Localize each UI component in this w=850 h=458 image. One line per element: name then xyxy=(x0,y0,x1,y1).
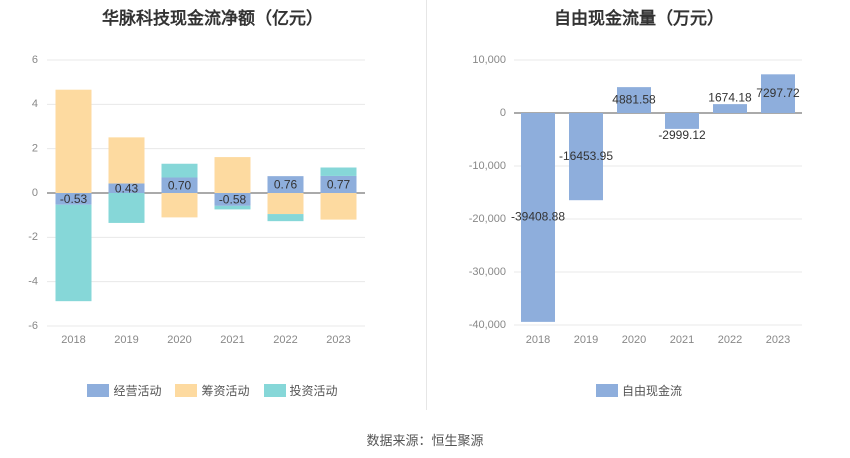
x-tick-label: 2020 xyxy=(167,334,191,346)
y-tick-label: -40,000 xyxy=(469,319,506,331)
bar-segment xyxy=(267,176,304,193)
data-label: 1674.18 xyxy=(708,90,752,104)
y-tick-label: -4 xyxy=(28,276,38,288)
x-tick-label: 2018 xyxy=(61,334,85,346)
x-tick-label: 2019 xyxy=(114,334,138,346)
data-label: 0.70 xyxy=(168,178,192,192)
left-chart-title: 华脉科技现金流净额（亿元） xyxy=(102,9,323,28)
left-chart-svg: -6 -4 -2 0 2 4 6 2018 -0.53 2019 0.43 2020 0.70 2021 -… xyxy=(28,54,365,346)
y-tick-label: 4 xyxy=(32,98,38,110)
legend-item[interactable]: 筹资活动 xyxy=(175,382,250,399)
y-tick-label: -10,000 xyxy=(469,160,506,172)
legend-swatch xyxy=(87,384,110,397)
legend-item[interactable]: 投资活动 xyxy=(263,382,338,399)
left-legend: 经营活动 筹资活动 投资活动 xyxy=(0,382,425,399)
bar-segment xyxy=(267,193,304,215)
legend-label: 自由现金流 xyxy=(621,384,682,398)
data-label: 0.76 xyxy=(274,178,298,192)
x-tick-label: 2023 xyxy=(326,334,350,346)
bar-segment xyxy=(55,204,92,302)
right-chart-panel: 自由现金流量（万元） -40,000 -30,000 -20,000 -10,000 0… xyxy=(428,0,850,410)
y-tick-label: -2 xyxy=(28,231,38,243)
right-legend: 自由现金流 xyxy=(428,382,850,399)
data-label: -16453.95 xyxy=(559,149,613,163)
legend-item[interactable]: 自由现金流 xyxy=(595,382,682,399)
y-tick-label: -20,000 xyxy=(469,213,506,225)
bar xyxy=(713,104,747,113)
bar-segment xyxy=(161,163,198,178)
legend-label: 筹资活动 xyxy=(201,384,250,398)
bar xyxy=(761,74,795,113)
legend-swatch xyxy=(175,384,198,397)
bar-segment xyxy=(267,214,304,222)
legend-label: 经营活动 xyxy=(113,384,162,398)
data-label: 0.77 xyxy=(327,178,351,192)
data-label: -39408.88 xyxy=(511,210,565,224)
data-label: -0.58 xyxy=(219,193,247,207)
y-tick-label: 6 xyxy=(32,54,38,66)
x-tick-label: 2022 xyxy=(718,334,742,346)
bar xyxy=(617,87,651,113)
x-tick-label: 2021 xyxy=(220,334,244,346)
bar-segment xyxy=(214,193,251,206)
data-label: 4881.58 xyxy=(612,92,656,106)
y-tick-label: 0 xyxy=(32,187,38,199)
bar-segment xyxy=(320,167,357,176)
data-label: 7297.72 xyxy=(756,86,800,100)
bar-segment xyxy=(108,137,145,184)
bar xyxy=(665,113,699,129)
legend-item[interactable]: 经营活动 xyxy=(87,382,161,399)
x-tick-label: 2019 xyxy=(574,334,598,346)
y-tick-label: 0 xyxy=(500,107,506,119)
legend-swatch xyxy=(595,384,618,397)
y-tick-label: 10,000 xyxy=(472,54,506,66)
x-tick-label: 2021 xyxy=(670,334,694,346)
bar-segment xyxy=(214,157,251,193)
bar-segment xyxy=(161,193,198,218)
y-tick-label: -30,000 xyxy=(469,266,506,278)
left-chart-panel: 华脉科技现金流净额（亿元） -6 -4 -2 0 2 4 6 2018 -0.53 2019 0.4… xyxy=(0,0,425,410)
bar-segment xyxy=(161,177,198,193)
legend-label: 投资活动 xyxy=(289,384,338,398)
y-tick-label: 2 xyxy=(32,143,38,155)
bar-segment xyxy=(108,193,145,223)
data-source-note: 数据来源：恒生聚源 xyxy=(366,433,484,448)
bar xyxy=(569,113,603,201)
panel-divider xyxy=(426,0,427,410)
data-label: -2999.12 xyxy=(658,128,706,142)
y-tick-label: -6 xyxy=(28,320,38,332)
bar-segment xyxy=(55,193,92,205)
bar-segment xyxy=(214,205,251,210)
x-tick-label: 2020 xyxy=(622,334,646,346)
right-chart-title: 自由现金流量（万元） xyxy=(554,9,724,28)
legend-swatch xyxy=(263,384,286,397)
x-tick-label: 2018 xyxy=(526,334,550,346)
data-label: -0.53 xyxy=(60,192,88,206)
bar-segment xyxy=(55,89,92,193)
bar-segment xyxy=(108,183,145,193)
data-label: 0.43 xyxy=(115,181,139,195)
right-chart-svg: -40,000 -30,000 -20,000 -10,000 0 10,000 2018 -… xyxy=(469,54,802,346)
bar-segment xyxy=(320,175,357,193)
bar-segment xyxy=(320,193,357,220)
x-tick-label: 2023 xyxy=(766,334,790,346)
bar xyxy=(521,113,555,322)
x-tick-label: 2022 xyxy=(273,334,297,346)
